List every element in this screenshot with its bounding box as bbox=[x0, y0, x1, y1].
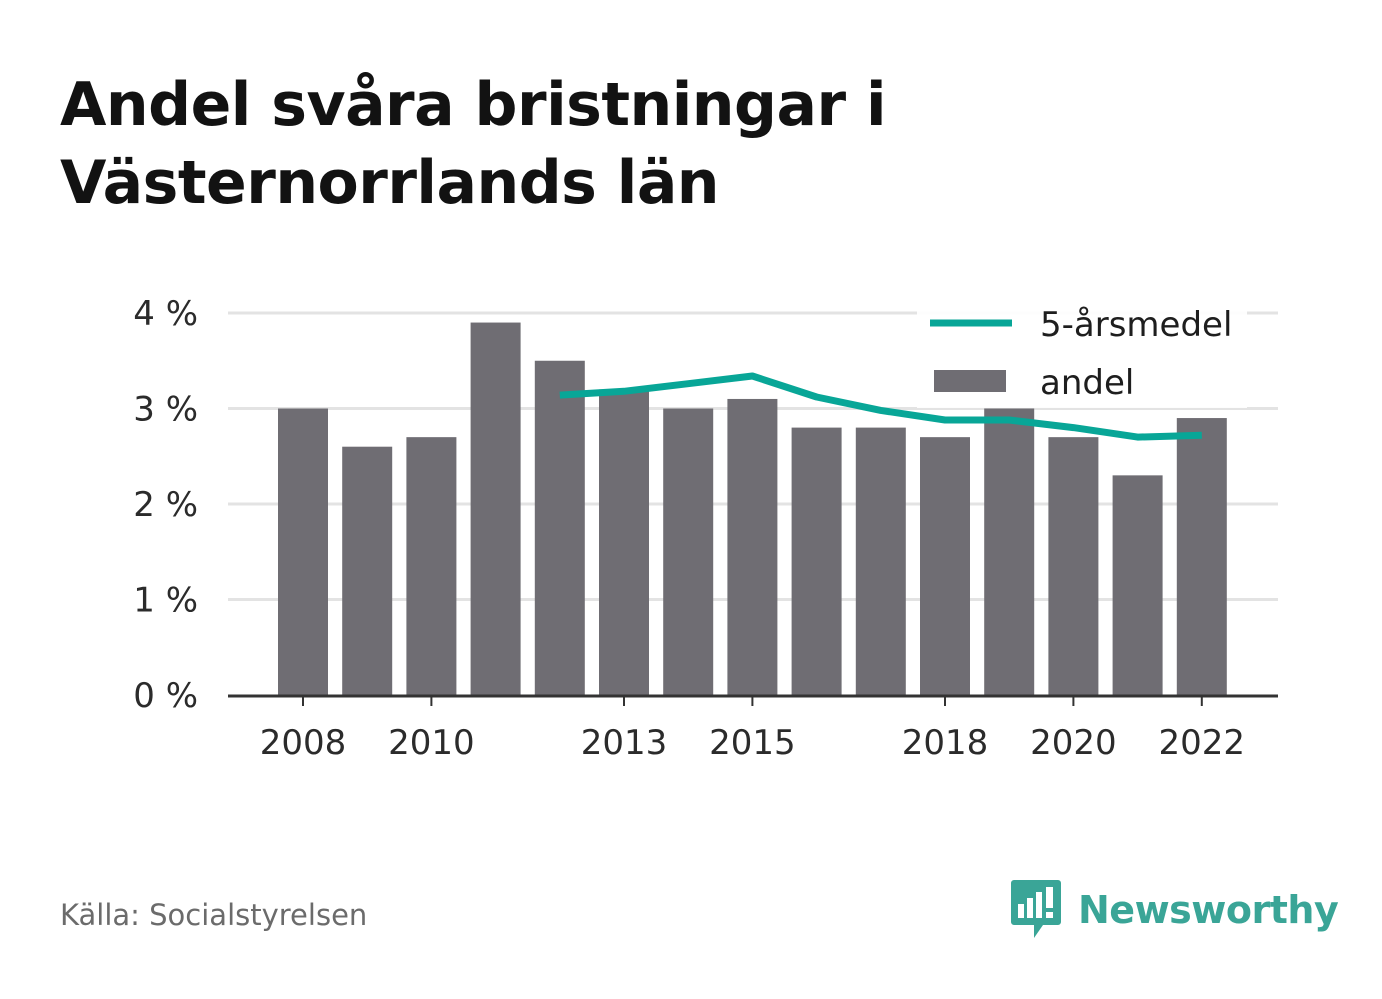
bar-2008 bbox=[278, 408, 328, 695]
bar-2014 bbox=[663, 408, 714, 695]
y-tick-label: 0 % bbox=[133, 676, 198, 716]
bar-series-andel bbox=[278, 322, 1227, 695]
bar-2020 bbox=[1048, 437, 1099, 695]
newsworthy-logo-icon bbox=[1011, 880, 1061, 938]
legend-label-andel: andel bbox=[1040, 363, 1134, 403]
brand: Newsworthy bbox=[1010, 878, 1339, 942]
y-tick-label: 2 % bbox=[133, 485, 198, 525]
x-axis-tick-labels: 2008 2010 2013 2015 2018 2020 2022 bbox=[260, 723, 1245, 763]
x-tick-label: 2008 bbox=[260, 723, 347, 763]
y-tick-label: 3 % bbox=[133, 390, 198, 430]
bar-2009 bbox=[342, 446, 393, 695]
bar-2018 bbox=[920, 437, 970, 695]
x-tick-label: 2020 bbox=[1030, 723, 1117, 763]
y-tick-label: 4 % bbox=[133, 294, 198, 334]
y-axis-tick-labels: 0 % 1 % 2 % 3 % 4 % bbox=[133, 294, 198, 716]
bar-2016 bbox=[791, 427, 842, 695]
x-tick-label: 2015 bbox=[709, 723, 796, 763]
x-tick-label: 2010 bbox=[388, 723, 475, 763]
line-5-arsmedel bbox=[559, 372, 1202, 441]
bar-2012 bbox=[534, 360, 585, 695]
x-tick-label: 2022 bbox=[1159, 723, 1246, 763]
bar-2017 bbox=[855, 427, 906, 695]
y-tick-label: 1 % bbox=[133, 581, 198, 621]
brand-name: Newsworthy bbox=[1078, 888, 1339, 932]
bar-2015 bbox=[727, 398, 778, 695]
bar-2019 bbox=[984, 408, 1035, 695]
chart-area: 0 % 1 % 2 % 3 % 4 % 2008 2010 2013 2015 2018 2020… bbox=[133, 294, 1278, 763]
x-axis bbox=[228, 694, 1278, 706]
legend: 5-årsmedel andel bbox=[917, 296, 1247, 408]
source-note: Källa: Socialstyrelsen bbox=[60, 898, 368, 932]
x-tick-label: 2013 bbox=[581, 723, 668, 763]
bar-2021 bbox=[1112, 475, 1163, 695]
line-series-5-arsmedel bbox=[559, 372, 1202, 441]
chart-title: Andel svåra bristningar i Västernorrland… bbox=[60, 70, 887, 218]
legend-swatch-andel bbox=[934, 370, 1006, 392]
bar-2010 bbox=[406, 437, 457, 695]
bar-2011 bbox=[470, 322, 521, 695]
bar-2013 bbox=[599, 389, 649, 695]
legend-label-5-arsmedel: 5-årsmedel bbox=[1040, 305, 1232, 345]
bar-2022 bbox=[1176, 418, 1227, 695]
x-tick-label: 2018 bbox=[902, 723, 989, 763]
